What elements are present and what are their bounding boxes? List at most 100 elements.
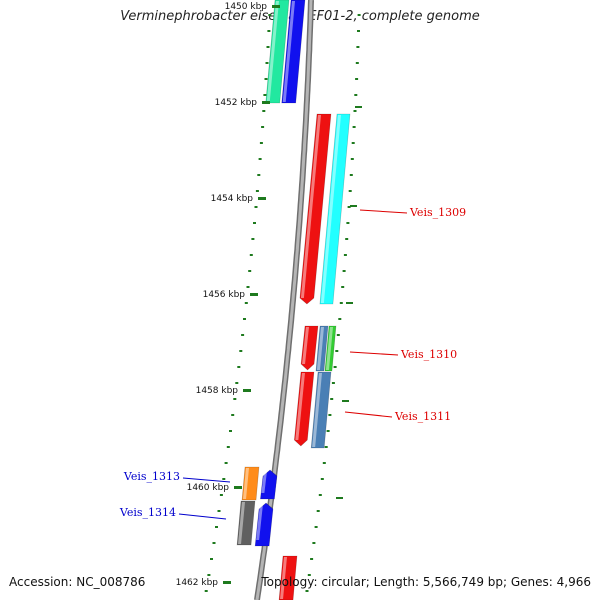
gene-teal bbox=[265, 0, 290, 104]
gene-label-text: Veis_1314 bbox=[119, 506, 176, 519]
dot-left bbox=[241, 334, 245, 336]
gene-body bbox=[294, 371, 315, 447]
gene-body bbox=[324, 325, 337, 372]
backbone-line bbox=[255, 0, 313, 600]
dot-right bbox=[355, 62, 359, 64]
leader-line bbox=[178, 513, 227, 520]
tick-label: 1450 kbp bbox=[225, 2, 268, 12]
gene-body bbox=[300, 325, 319, 371]
tick-label: 1460 kbp bbox=[187, 483, 230, 493]
dot-left bbox=[259, 142, 263, 144]
tick-mark-right bbox=[342, 400, 349, 402]
leader-line bbox=[344, 411, 393, 418]
gene-red bbox=[300, 325, 319, 371]
gene-label-veis_1311: Veis_1311 bbox=[344, 410, 451, 423]
gene-body bbox=[260, 469, 278, 500]
gene-label-veis_1314: Veis_1314 bbox=[119, 506, 227, 520]
gene-highlight bbox=[280, 557, 287, 599]
dot-right bbox=[351, 142, 355, 144]
dot-left bbox=[243, 318, 246, 320]
gene-blue bbox=[254, 502, 274, 547]
gene-highlight bbox=[302, 327, 309, 364]
gene-highlight bbox=[295, 373, 305, 440]
dot-left bbox=[266, 46, 270, 48]
dot-left bbox=[231, 414, 235, 416]
gene-highlight bbox=[316, 327, 324, 370]
leader-line bbox=[359, 209, 408, 214]
dot-left bbox=[210, 558, 213, 560]
dot-right bbox=[316, 510, 320, 512]
dot-left bbox=[207, 574, 211, 576]
gene-label-text: Veis_1313 bbox=[123, 470, 180, 483]
dot-left bbox=[235, 382, 239, 384]
dot-right bbox=[343, 254, 347, 256]
tick-mark-right bbox=[350, 205, 357, 207]
gene-body bbox=[254, 502, 274, 547]
dot-right bbox=[310, 558, 314, 560]
tick-label: 1462 kbp bbox=[176, 578, 219, 588]
genome-summary-text: Topology: circular; Length: 5,566,749 bp… bbox=[261, 575, 591, 589]
dot-left bbox=[217, 510, 221, 512]
dot-left bbox=[257, 174, 261, 176]
dot-left bbox=[251, 238, 255, 240]
dot-right bbox=[331, 382, 335, 384]
dot-right bbox=[330, 398, 334, 400]
dot-right bbox=[357, 30, 360, 32]
dot-left bbox=[262, 110, 266, 112]
gene-red bbox=[278, 555, 298, 600]
gene-body bbox=[265, 0, 290, 104]
genome-backbone bbox=[254, 0, 314, 600]
gene-highlight bbox=[282, 1, 295, 102]
gene-blue bbox=[281, 0, 306, 104]
tick-mark bbox=[272, 5, 280, 8]
dot-left bbox=[255, 190, 259, 192]
dot-left bbox=[229, 430, 232, 432]
gene-highlight bbox=[320, 115, 341, 303]
gene-labels: Veis_1309 Veis_1310 Veis_1311 Veis_1313 Veis… bbox=[119, 206, 466, 520]
dot-left bbox=[267, 30, 271, 32]
leader-line bbox=[349, 351, 399, 356]
dot-left bbox=[261, 126, 265, 128]
dot-right bbox=[338, 318, 342, 320]
gene-green bbox=[324, 325, 337, 372]
dot-left bbox=[248, 270, 252, 272]
gene-highlight bbox=[300, 115, 321, 298]
gene-blue bbox=[260, 469, 278, 500]
dot-left bbox=[237, 366, 241, 368]
dot-right bbox=[324, 446, 328, 448]
tick-mark bbox=[250, 293, 258, 296]
dot-right bbox=[342, 270, 346, 272]
dot-right bbox=[350, 158, 354, 160]
accession-text: Accession: NC_008786 bbox=[9, 575, 146, 589]
dot-right bbox=[333, 366, 337, 368]
gene-label-veis_1309: Veis_1309 bbox=[359, 206, 466, 219]
gene-highlight bbox=[261, 471, 267, 493]
minor-tick-dots bbox=[204, 14, 361, 592]
gene-label-veis_1313: Veis_1313 bbox=[123, 470, 231, 483]
gene-label-veis_1310: Veis_1310 bbox=[349, 348, 457, 361]
dot-left bbox=[264, 78, 268, 80]
dot-right bbox=[357, 14, 361, 16]
dot-right bbox=[336, 334, 340, 336]
gene-highlight bbox=[266, 1, 279, 102]
gene-features bbox=[236, 0, 351, 600]
dot-right bbox=[348, 190, 352, 192]
dot-left bbox=[253, 222, 256, 224]
dot-right bbox=[339, 302, 343, 304]
gene-steel bbox=[310, 371, 332, 449]
tick-mark-right bbox=[336, 497, 343, 499]
dot-right bbox=[318, 494, 322, 496]
dot-left bbox=[268, 14, 272, 16]
dot-left bbox=[249, 254, 253, 256]
gene-body bbox=[299, 113, 332, 305]
gene-steel bbox=[315, 325, 329, 372]
dot-right bbox=[356, 46, 360, 48]
tick-mark-right bbox=[346, 302, 353, 304]
dot-left bbox=[215, 526, 218, 528]
gene-body bbox=[241, 466, 260, 501]
dot-left bbox=[246, 286, 250, 288]
dot-left bbox=[263, 94, 267, 96]
dot-right bbox=[312, 542, 316, 544]
dot-right bbox=[345, 238, 349, 240]
tick-label: 1452 kbp bbox=[215, 98, 258, 108]
